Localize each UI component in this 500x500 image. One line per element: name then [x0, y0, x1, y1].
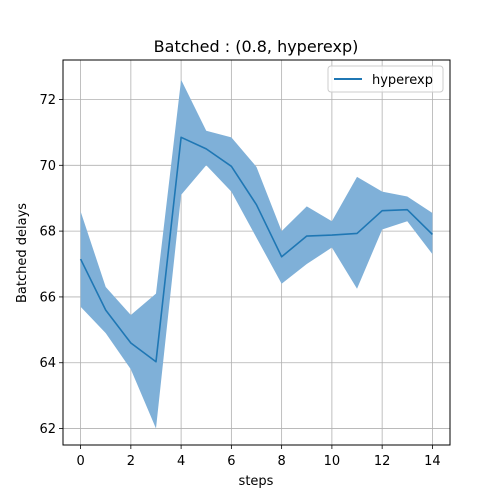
x-tick-label: 2 — [127, 454, 135, 469]
confidence-band — [80, 79, 433, 429]
plot-frame — [62, 59, 451, 446]
y-tick-label: 66 — [39, 290, 56, 305]
y-tick-label: 70 — [39, 159, 56, 174]
x-tick-label: 8 — [277, 454, 285, 469]
x-tick-label: 0 — [76, 454, 84, 469]
y-tick-label: 68 — [39, 225, 56, 240]
x-axis-ticks: 0 2 4 6 8 10 12 14 — [76, 445, 441, 469]
y-tick-label: 64 — [39, 356, 56, 371]
legend: hyperexp — [327, 65, 444, 93]
y-tick-label: 62 — [39, 422, 56, 437]
series-line — [79, 136, 433, 363]
y-axis-label: Batched delays — [15, 203, 30, 303]
y-axis-ticks: 62 64 66 68 70 72 — [39, 93, 63, 437]
legend-label: hyperexp — [372, 73, 433, 88]
x-tick-label: 10 — [324, 454, 341, 469]
confidence-band-layer — [80, 79, 433, 429]
x-tick-label: 12 — [374, 454, 391, 469]
x-tick-label: 4 — [177, 454, 185, 469]
series-line-layer — [79, 136, 433, 363]
chart-title: Batched : (0.8, hyperexp) — [154, 37, 359, 56]
x-axis-label: steps — [239, 474, 274, 489]
x-tick-label: 6 — [227, 454, 235, 469]
legend-box — [327, 65, 444, 93]
x-tick-label: 14 — [424, 454, 441, 469]
y-tick-label: 72 — [39, 93, 56, 108]
